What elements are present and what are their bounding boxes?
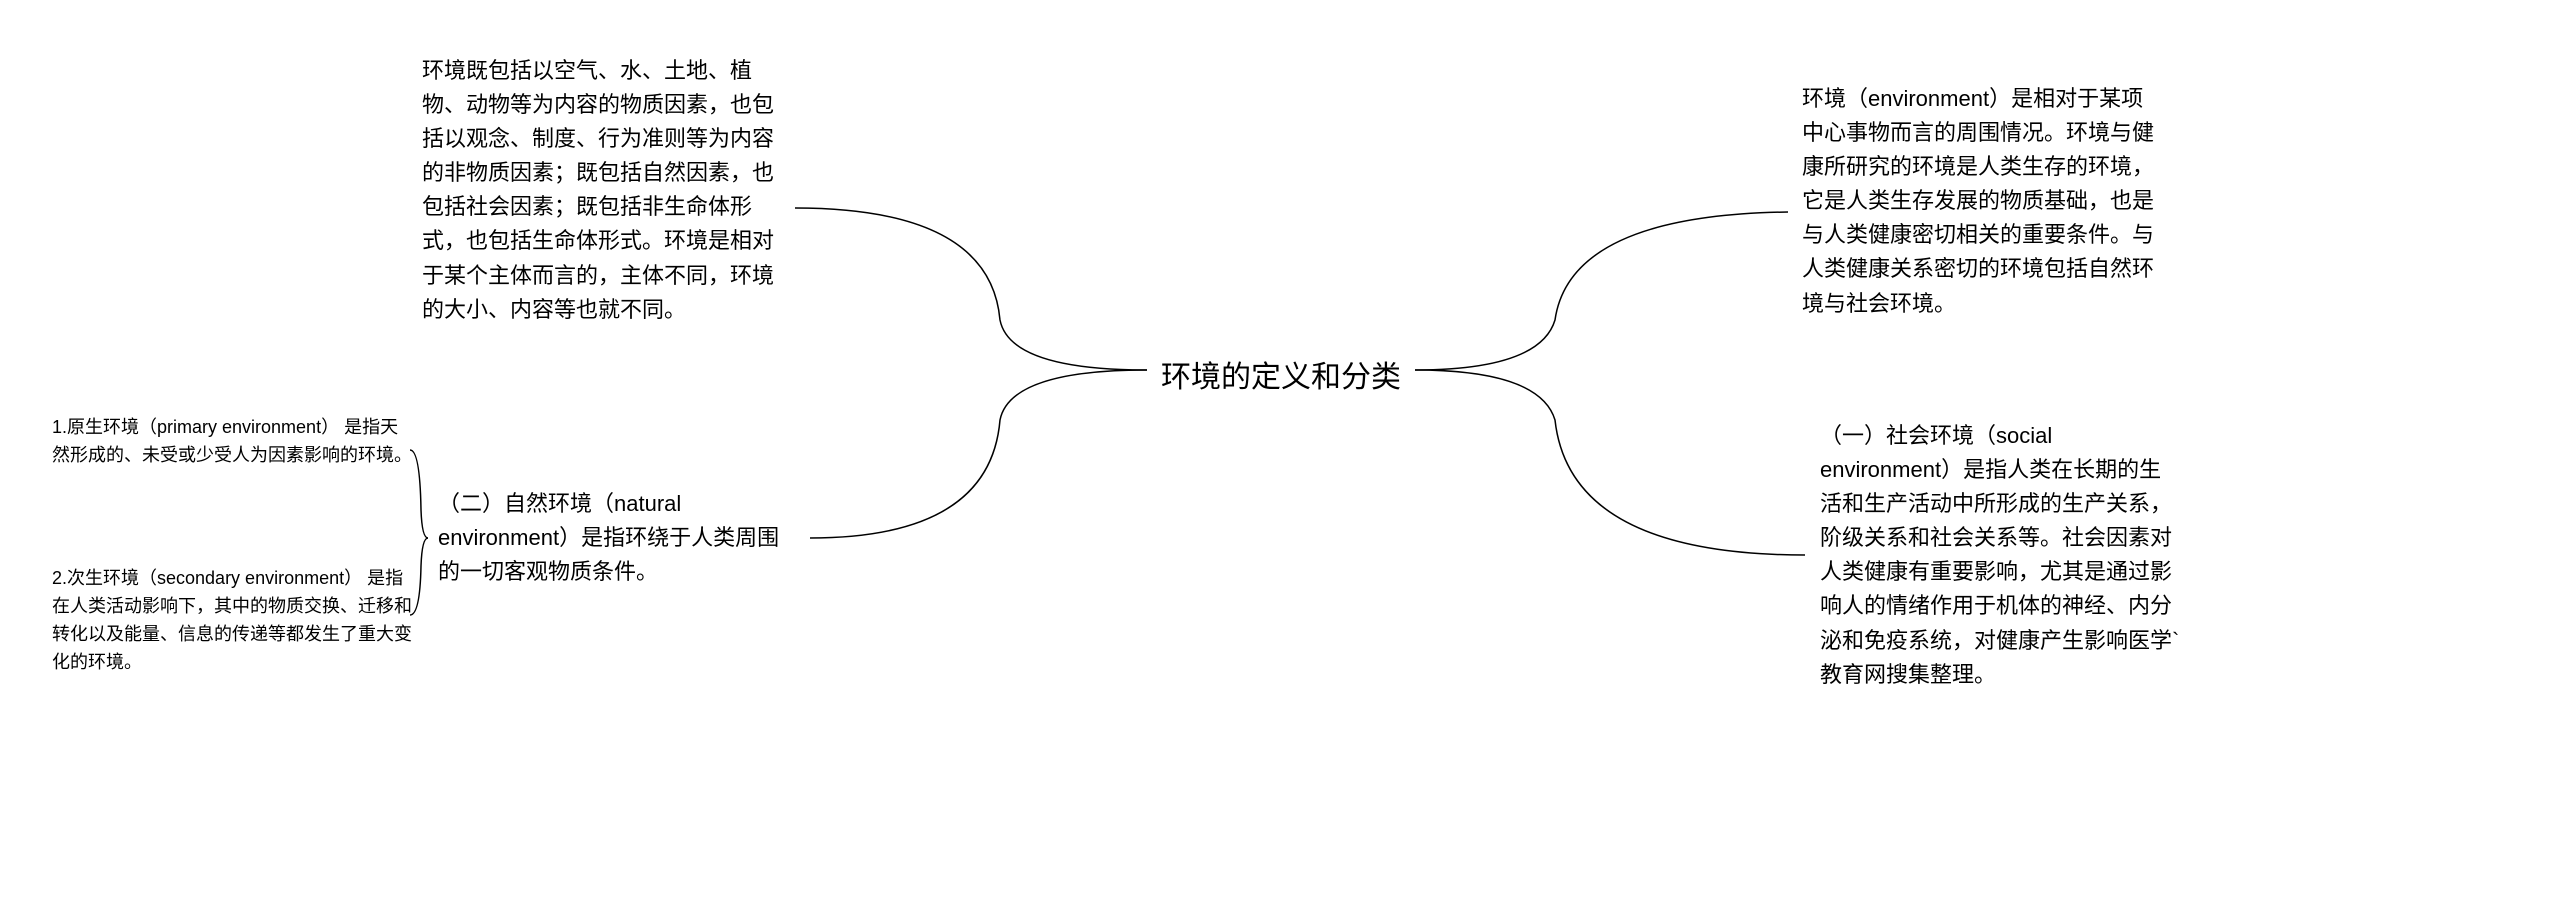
node-natural-environment: （二）自然环境（natural environment）是指环绕于人类周围的一切… — [438, 487, 798, 589]
edge-center-left-bottom — [810, 370, 1147, 538]
node-primary-environment: 1.原生环境（primary environment） 是指天然形成的、未受或少… — [52, 414, 412, 470]
edge-leftbottom-sub2 — [410, 538, 428, 615]
node-environment-definition: 环境（environment）是相对于某项中心事物而言的周围情况。环境与健康所研… — [1802, 82, 2162, 321]
edge-center-right-top — [1415, 212, 1788, 370]
node-environment-factors: 环境既包括以空气、水、土地、植物、动物等为内容的物质因素，也包括以观念、制度、行… — [422, 54, 782, 327]
edge-center-left-top — [795, 208, 1147, 370]
node-secondary-environment: 2.次生环境（secondary environment） 是指在人类活动影响下… — [52, 565, 412, 677]
edge-center-right-bottom — [1415, 370, 1805, 555]
edge-leftbottom-sub1 — [410, 450, 428, 538]
center-node: 环境的定义和分类 — [1151, 355, 1411, 402]
node-social-environment: （一）社会环境（social environment）是指人类在长期的生活和生产… — [1820, 419, 2180, 692]
